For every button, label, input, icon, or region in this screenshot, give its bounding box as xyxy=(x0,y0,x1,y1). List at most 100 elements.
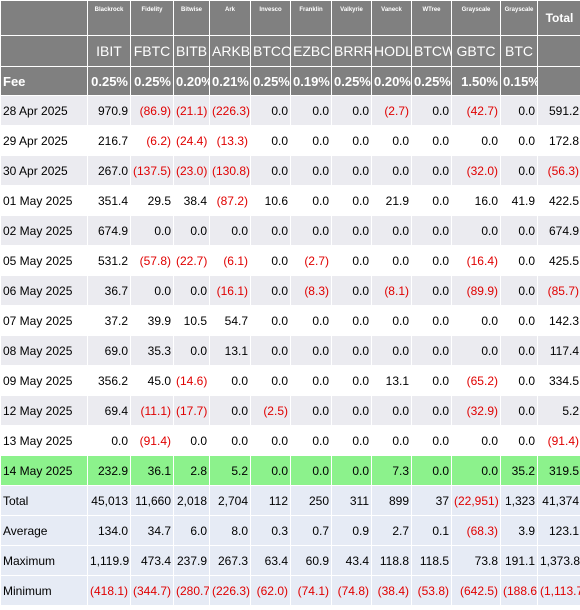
flow-cell: (280.7) xyxy=(174,576,209,605)
flow-cell: 0.0 xyxy=(174,336,209,365)
flow-cell: 0.0 xyxy=(501,396,537,425)
flow-cell: 0.0 xyxy=(412,306,451,335)
flow-cell: 0.0 xyxy=(291,186,331,215)
flow-cell: 0.0 xyxy=(372,426,411,455)
flow-cell: 0.0 xyxy=(332,216,371,245)
flow-cell: 0.0 xyxy=(332,96,371,125)
flow-cell: 11,660 xyxy=(131,486,173,515)
issuer-name: Invesco xyxy=(251,1,290,35)
flow-cell: 0.0 xyxy=(251,246,290,275)
flow-cell: 6.0 xyxy=(174,516,209,545)
flow-cell: 0.0 xyxy=(251,156,290,185)
flow-cell: 0.0 xyxy=(251,126,290,155)
flow-cell: 0.0 xyxy=(452,426,500,455)
flow-cell: (74.8) xyxy=(332,576,371,605)
flow-cell: 29.5 xyxy=(131,186,173,215)
total-cell: 172.8 xyxy=(538,126,580,155)
flow-cell: 0.0 xyxy=(372,396,411,425)
flow-cell: 267.3 xyxy=(210,546,250,575)
flow-cell: 69.0 xyxy=(88,336,130,365)
total-cell: 117.4 xyxy=(538,336,580,365)
flow-cell: 0.0 xyxy=(501,246,537,275)
flow-cell: 0.0 xyxy=(88,426,130,455)
total-ticker-cell xyxy=(538,36,580,66)
flow-cell: 0.0 xyxy=(291,336,331,365)
flow-cell: (13.3) xyxy=(210,126,250,155)
flow-cell: (62.0) xyxy=(251,576,290,605)
ticker-symbol: BRRR xyxy=(332,36,371,66)
total-cell: 422.5 xyxy=(538,186,580,215)
fee-value: 0.25% xyxy=(251,67,290,95)
flow-cell: 73.8 xyxy=(452,546,500,575)
flow-cell: 0.0 xyxy=(291,96,331,125)
issuer-name: Franklin xyxy=(291,1,331,35)
flow-cell: 674.9 xyxy=(88,216,130,245)
flow-cell: 0.0 xyxy=(501,216,537,245)
flow-cell: (226.3) xyxy=(210,576,250,605)
corner-cell xyxy=(1,36,87,66)
flow-cell: 0.1 xyxy=(412,516,451,545)
flow-cell: 0.0 xyxy=(412,216,451,245)
flow-cell: 311 xyxy=(332,486,371,515)
issuer-row: Blackrock Fidelity Bitwise Ark Invesco Frankl… xyxy=(1,1,580,35)
summary-row: Average 134.0 34.7 6.0 8.0 0.3 0.7 0.9 2.7 0.1 (68… xyxy=(1,516,580,545)
flow-cell: 0.0 xyxy=(452,216,500,245)
flow-cell: (32.0) xyxy=(452,156,500,185)
total-fee-cell xyxy=(538,67,580,95)
flow-cell: 0.0 xyxy=(210,366,250,395)
row-label: 13 May 2025 xyxy=(1,426,87,455)
flow-cell: (2.7) xyxy=(372,96,411,125)
row-label: 28 Apr 2025 xyxy=(1,96,87,125)
flow-cell: 37 xyxy=(412,486,451,515)
flow-cell: 0.3 xyxy=(251,516,290,545)
flow-cell: 0.0 xyxy=(332,396,371,425)
flow-cell: (418.1) xyxy=(88,576,130,605)
flow-cell: 0.0 xyxy=(372,126,411,155)
flow-cell: 0.0 xyxy=(251,426,290,455)
issuer-name: Fidelity xyxy=(131,1,173,35)
issuer-name: Vaneck xyxy=(372,1,411,35)
ticker-row: IBIT FBTC BITB ARKB BTCO EZBC BRRR HODL BTCW GBTC… xyxy=(1,36,580,66)
latest-day-row: 14 May 2025 232.9 36.1 2.8 5.2 0.0 0.0 0.0 7.3 0.… xyxy=(1,456,580,485)
flow-cell: 45.0 xyxy=(131,366,173,395)
flow-cell: 0.0 xyxy=(291,366,331,395)
flow-cell: 0.0 xyxy=(412,96,451,125)
flow-cell: 0.0 xyxy=(501,276,537,305)
flow-cell: 0.0 xyxy=(332,156,371,185)
flow-cell: 0.0 xyxy=(372,246,411,275)
fee-value: 0.19% xyxy=(291,67,331,95)
summary-row: Maximum 1,119.9 473.4 237.9 267.3 63.4 60.9 43.… xyxy=(1,546,580,575)
flow-cell: (16.4) xyxy=(452,246,500,275)
ticker-symbol: BTCO xyxy=(251,36,290,66)
flow-cell: (86.9) xyxy=(131,96,173,125)
flow-cell: 0.0 xyxy=(332,336,371,365)
total-cell: 674.9 xyxy=(538,216,580,245)
flow-cell: 0.0 xyxy=(251,456,290,485)
flow-cell: 0.0 xyxy=(501,306,537,335)
flow-cell: (16.1) xyxy=(210,276,250,305)
flow-cell: 118.8 xyxy=(372,546,411,575)
flow-cell: 0.0 xyxy=(501,126,537,155)
total-cell: 123.1 xyxy=(538,516,580,545)
flow-cell: 45,013 xyxy=(88,486,130,515)
flow-cell: 216.7 xyxy=(88,126,130,155)
issuer-name: Blackrock xyxy=(88,1,130,35)
flow-cell: 0.0 xyxy=(372,306,411,335)
flow-cell: 0.0 xyxy=(332,426,371,455)
ticker-symbol: EZBC xyxy=(291,36,331,66)
total-cell: (91.4) xyxy=(538,426,580,455)
flow-cell: (38.4) xyxy=(372,576,411,605)
flow-cell: (137.5) xyxy=(131,156,173,185)
flow-cell: (642.5) xyxy=(452,576,500,605)
flow-cell: 60.9 xyxy=(291,546,331,575)
flow-cell: 69.4 xyxy=(88,396,130,425)
row-label: 14 May 2025 xyxy=(1,456,87,485)
total-cell: 5.2 xyxy=(538,396,580,425)
flow-cell: 0.0 xyxy=(412,246,451,275)
flow-cell: 0.0 xyxy=(412,156,451,185)
total-cell: 142.3 xyxy=(538,306,580,335)
flow-cell: (24.4) xyxy=(174,126,209,155)
row-label: Average xyxy=(1,516,87,545)
flow-cell: (6.1) xyxy=(210,246,250,275)
flow-cell: 0.0 xyxy=(412,456,451,485)
